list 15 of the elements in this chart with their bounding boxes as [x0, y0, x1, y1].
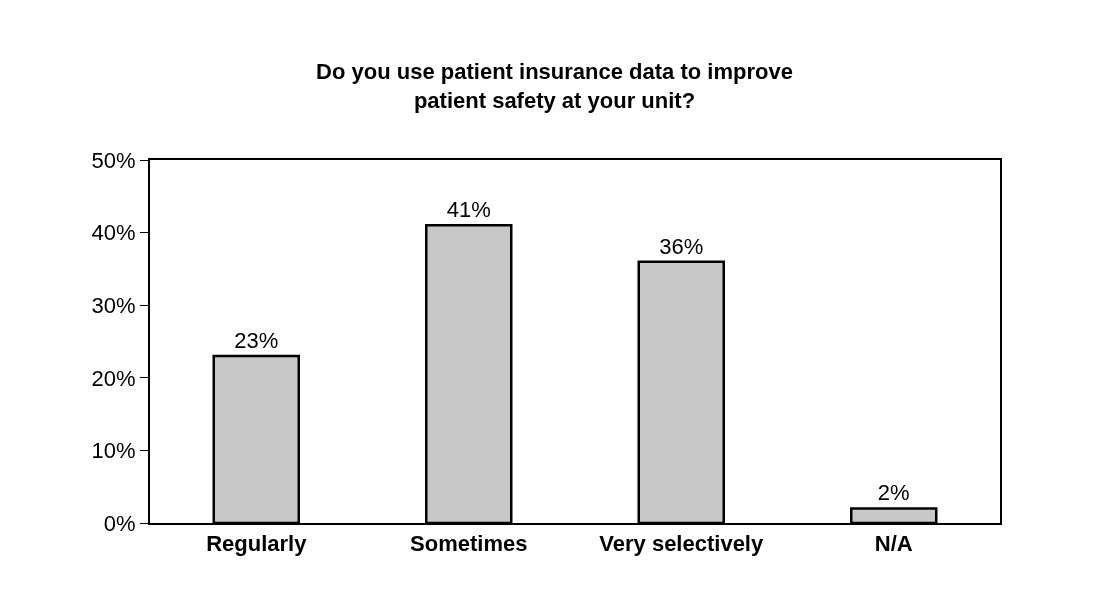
- chart-title: Do you use patient insurance data to improve patient safety at your unit?: [316, 59, 793, 113]
- y-tick-label: 10%: [91, 438, 136, 464]
- y-tick-label: 20%: [91, 365, 136, 391]
- y-tick-label: 30%: [91, 292, 136, 318]
- y-tick-label: 0%: [103, 510, 136, 536]
- data-label: 41%: [446, 197, 491, 223]
- data-label: 2%: [877, 480, 910, 506]
- x-tick-label: Regularly: [206, 531, 308, 557]
- x-tick-label: N/A: [874, 531, 913, 557]
- data-label: 36%: [659, 233, 704, 259]
- y-tick-label: 50%: [91, 147, 136, 173]
- x-tick-label: Very selectively: [599, 531, 764, 557]
- y-tick-label: 40%: [91, 220, 136, 246]
- data-label: 23%: [234, 328, 279, 354]
- x-tick-label: Sometimes: [410, 531, 528, 557]
